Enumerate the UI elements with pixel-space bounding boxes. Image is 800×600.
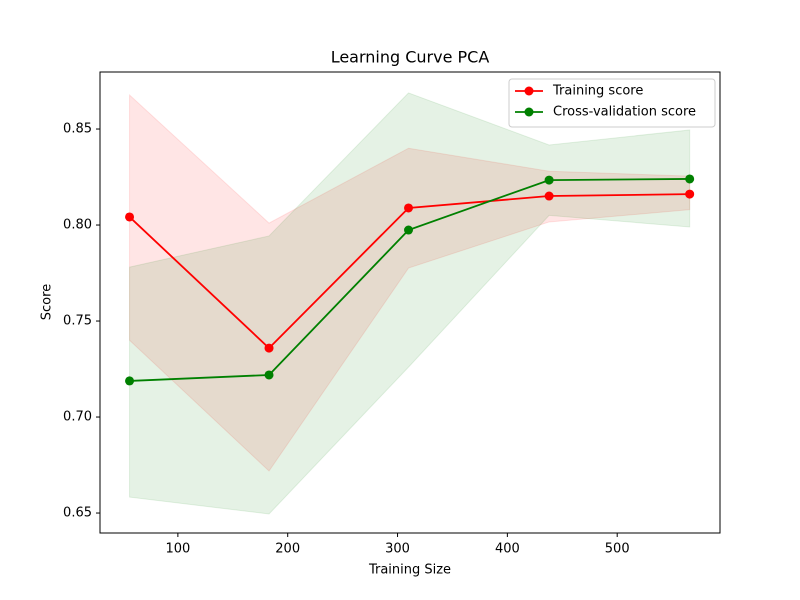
data-point <box>125 376 135 386</box>
y-axis-label: Score <box>40 284 55 320</box>
x-axis-label: Training Size <box>368 563 451 578</box>
std-band <box>129 92 691 515</box>
data-point <box>544 175 554 185</box>
legend-marker <box>524 107 534 117</box>
data-point <box>264 343 274 353</box>
y-tick-label: 0.75 <box>63 314 92 329</box>
data-point <box>125 212 135 222</box>
legend-label: Cross-validation score <box>553 105 696 120</box>
data-point <box>685 174 695 184</box>
plot-frame <box>99 71 721 534</box>
x-tick-label: 100 <box>165 542 190 557</box>
legend-marker <box>524 86 534 96</box>
x-tick-label: 500 <box>605 542 630 557</box>
data-point <box>685 189 695 199</box>
data-point <box>404 225 414 235</box>
y-tick-label: 0.85 <box>63 122 92 137</box>
x-tick-label: 300 <box>385 542 410 557</box>
data-point <box>404 203 414 213</box>
y-tick-label: 0.80 <box>63 218 92 233</box>
chart-title: Learning Curve PCA <box>331 48 490 67</box>
legend-box <box>508 78 716 128</box>
x-tick-label: 200 <box>275 542 300 557</box>
data-point <box>544 191 554 201</box>
legend-label: Training score <box>552 84 643 99</box>
data-point <box>264 370 274 380</box>
y-tick-label: 0.70 <box>63 410 92 425</box>
x-tick-label: 400 <box>495 542 520 557</box>
y-tick-label: 0.65 <box>63 506 92 521</box>
